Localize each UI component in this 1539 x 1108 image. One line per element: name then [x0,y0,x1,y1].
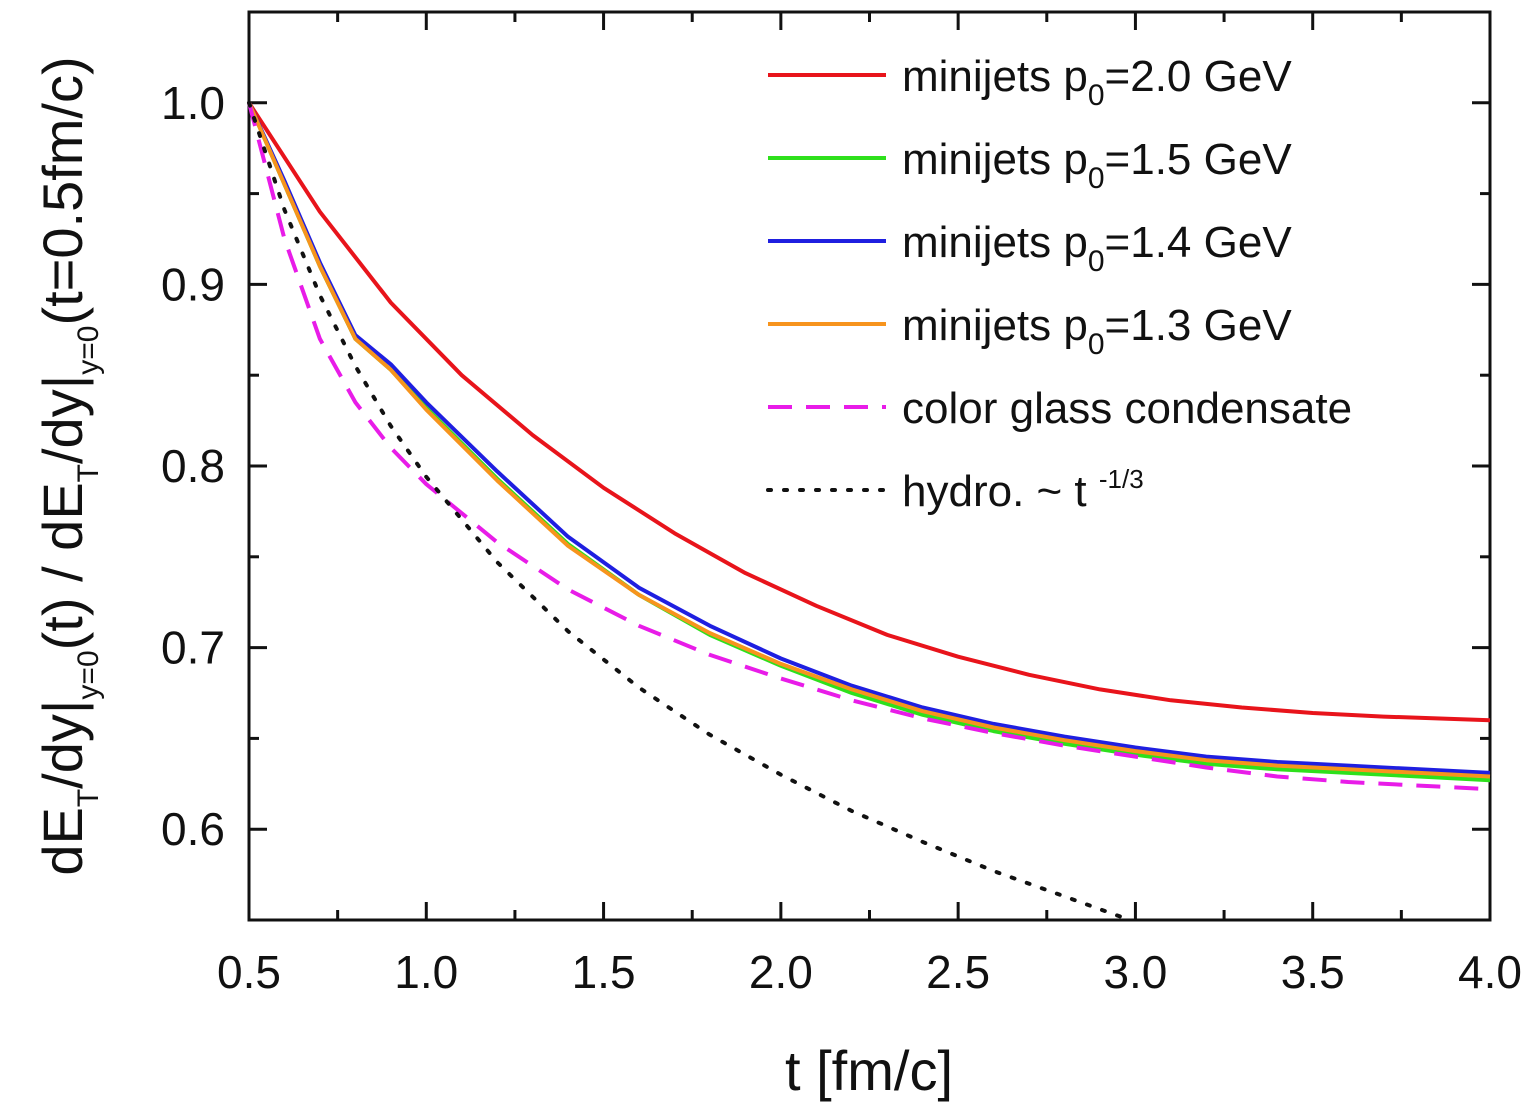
series-line-6 [247,100,1127,921]
plot-frame [247,10,1492,922]
legend-label-2: minijets p0=1.5 GeV [902,135,1292,195]
x-axis-title: t [fm/c] [785,1039,953,1102]
legend-label-3: minijets p0=1.4 GeV [902,218,1292,278]
legend-label-5: color glass condensate [902,384,1352,433]
series-line-1 [247,101,1491,723]
y-title-sub4: y=0 [72,326,105,375]
y-title-part4: /dy| [31,375,94,464]
y-title-sub2: y=0 [72,650,105,699]
legend-label-6: hydro. ~ t -1/3 [902,464,1144,516]
y-tick-label: 0.6 [161,803,225,855]
y-tick-label: 0.7 [161,622,225,674]
series-lines [247,100,1491,921]
y-title-part5: (t=0.5fm/c) [31,56,94,325]
x-tick-label: 3.5 [1281,946,1345,998]
x-tick-label: 2.0 [749,946,813,998]
y-tick-label: 0.9 [161,258,225,310]
y-title-sub1: T [72,789,105,807]
legend: minijets p0=2.0 GeV minijets p0=1.5 GeV mi… [766,52,1352,516]
series-line-4 [247,102,1491,779]
legend-label-4: minijets p0=1.3 GeV [902,301,1292,361]
x-tick-label: 2.5 [926,946,990,998]
x-tick-label: 0.5 [217,946,281,998]
x-tick-label: 4.0 [1458,946,1522,998]
x-tick-label: 3.0 [1103,946,1167,998]
y-axis-title: dET/dy|y=0(t) / dET/dy|y=0(t=0.5fm/c) [31,56,105,875]
series-line-2 [247,102,1491,783]
legend-label-1: minijets p0=2.0 GeV [902,52,1292,112]
series-line-3 [247,101,1491,775]
y-title-sub3: T [72,464,105,482]
y-title-part3: (t) / dE [31,482,94,650]
tick-labels: 0.5 1.0 1.5 2.0 2.5 3.0 3.5 4.0 0.6 0.7 0.8 0.9 1.0 [161,77,1522,998]
axis-ticks [247,10,1492,920]
x-tick-label: 1.5 [572,946,636,998]
series-line-5 [247,102,1491,792]
x-tick-label: 1.0 [394,946,458,998]
y-tick-label: 0.8 [161,440,225,492]
y-title-part2: /dy| [31,700,94,789]
y-title-part1: dE [31,807,94,876]
y-tick-label: 1.0 [161,77,225,129]
